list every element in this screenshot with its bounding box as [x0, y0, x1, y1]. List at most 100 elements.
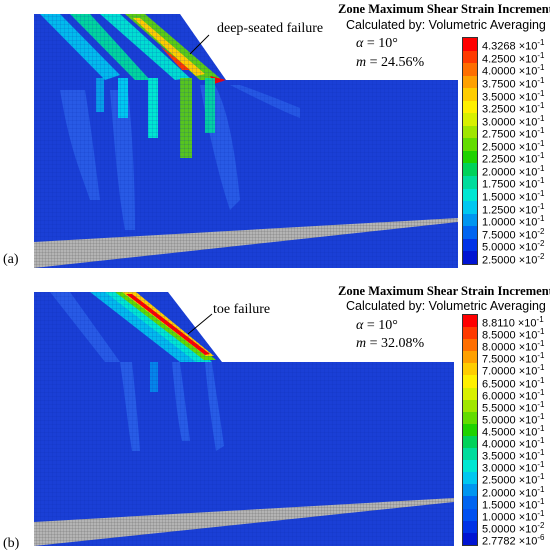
- color-scale-mantissa: 3.0000 ×10: [482, 116, 538, 129]
- color-scale-value: 2.2500 ×10-1: [482, 150, 545, 166]
- color-scale-exponent: -1: [537, 88, 545, 98]
- color-scale-exponent: -1: [537, 126, 545, 136]
- color-scale-exponent: -1: [537, 176, 545, 186]
- color-scale-swatch: [463, 213, 477, 227]
- color-scale-labels-b: 8.8110 ×10-1 8.5000 ×10-1 8.0000 ×10-1 7.50…: [482, 314, 550, 548]
- model-contour-a: [34, 14, 458, 268]
- color-scale-mantissa: 4.0000 ×10: [482, 66, 538, 79]
- color-scale-value: 2.7782 ×10-6: [482, 532, 545, 548]
- color-scale-exponent: -1: [537, 460, 545, 470]
- color-scale-swatch: [463, 50, 477, 64]
- color-scale-mantissa: 4.3268 ×10: [482, 40, 538, 53]
- color-scale-mantissa: 2.5000 ×10: [482, 254, 538, 267]
- color-scale-value: 7.0000 ×10-1: [482, 362, 545, 378]
- color-scale-value: 6.5000 ×10-1: [482, 375, 545, 391]
- color-scale-exponent: -1: [537, 38, 545, 48]
- color-scale-mantissa: 7.5000 ×10: [482, 354, 538, 367]
- color-scale-swatch: [463, 238, 477, 252]
- color-scale-mantissa: 2.5000 ×10: [482, 141, 538, 154]
- color-scale-value: 3.0000 ×10-1: [482, 459, 545, 475]
- color-scale-swatch: [463, 339, 477, 352]
- color-scale-swatch: [463, 226, 477, 239]
- color-scale-value: 1.5000 ×10-1: [482, 188, 545, 204]
- color-scale-value: 2.5000 ×10-2: [482, 251, 545, 267]
- color-scale-exponent: -1: [537, 363, 545, 373]
- color-scale-mantissa: 1.7500 ×10: [482, 179, 538, 192]
- color-scale-value: 7.5000 ×10-2: [482, 226, 545, 242]
- color-scale-value: 6.0000 ×10-1: [482, 387, 545, 403]
- alpha-param-b: α = 10°: [356, 318, 398, 333]
- model-contour-b: [34, 292, 454, 546]
- color-scale-swatch: [463, 508, 477, 521]
- color-scale-swatch: [463, 75, 477, 89]
- color-scale-value: 5.0000 ×10-2: [482, 238, 545, 254]
- m-param-a: m = 24.56%: [356, 55, 425, 70]
- legend-subtitle-a: Calculated by: Volumetric Averaging: [346, 18, 546, 32]
- color-scale-bar-b: [462, 314, 478, 546]
- color-scale-mantissa: 7.0000 ×10: [482, 366, 538, 379]
- failure-annotation-a: deep-seated failure: [217, 21, 324, 36]
- color-scale-value: 3.5000 ×10-1: [482, 447, 545, 463]
- color-scale-value: 8.8110 ×10-1: [482, 314, 544, 330]
- color-scale-exponent: -1: [537, 214, 545, 224]
- color-scale-exponent: -1: [537, 327, 545, 337]
- alpha-param-a: α = 10°: [356, 36, 398, 51]
- color-scale-exponent: -1: [537, 339, 545, 349]
- color-scale-value: 4.3268 ×10-1: [482, 37, 545, 53]
- color-scale-value: 5.0000 ×10-1: [482, 411, 545, 427]
- color-scale-value: 1.0000 ×10-1: [482, 508, 545, 524]
- color-scale-swatch: [463, 315, 477, 328]
- color-scale-value: 2.7500 ×10-1: [482, 125, 545, 141]
- color-scale-exponent: -1: [537, 387, 545, 397]
- color-scale-swatch: [463, 113, 477, 126]
- color-scale-swatch: [463, 327, 477, 340]
- color-scale-exponent: -1: [537, 448, 545, 458]
- color-scale-mantissa: 2.7500 ×10: [482, 128, 538, 141]
- panel-b: toe failure Zone Maximum Shear Strain In…: [0, 276, 550, 553]
- color-scale-mantissa: 4.0000 ×10: [482, 438, 538, 451]
- color-scale-value: 3.2500 ×10-1: [482, 100, 545, 116]
- color-scale-exponent: -6: [537, 532, 545, 542]
- color-scale-mantissa: 7.5000 ×10: [482, 229, 538, 242]
- color-scale-swatch: [463, 125, 477, 139]
- legend-title-b: Zone Maximum Shear Strain Increment: [338, 284, 550, 298]
- color-scale-value: 5.5000 ×10-1: [482, 399, 545, 415]
- color-scale-value: 4.0000 ×10-1: [482, 62, 545, 78]
- mesh-grid-b: [34, 292, 454, 546]
- color-scale-mantissa: 3.5000 ×10: [482, 91, 538, 104]
- color-scale-exponent: -1: [537, 75, 545, 85]
- color-scale-mantissa: 2.2500 ×10: [482, 153, 538, 166]
- color-scale-exponent: -1: [537, 163, 545, 173]
- color-scale-swatch: [463, 351, 477, 364]
- mesh-grid-a: [34, 14, 458, 268]
- color-scale-swatch: [463, 411, 477, 424]
- color-scale-swatch: [463, 448, 477, 461]
- failure-annotation-b: toe failure: [213, 302, 271, 317]
- color-scale-exponent: -1: [536, 315, 544, 325]
- color-scale-exponent: -2: [537, 251, 545, 261]
- color-scale-value: 1.5000 ×10-1: [482, 496, 545, 512]
- color-scale-swatch: [463, 100, 477, 114]
- color-scale-swatch: [463, 176, 477, 189]
- color-scale-value: 8.5000 ×10-1: [482, 326, 545, 342]
- color-scale-mantissa: 6.0000 ×10: [482, 390, 538, 403]
- color-scale-mantissa: 6.5000 ×10: [482, 378, 538, 391]
- m-param-b: m = 32.08%: [356, 336, 425, 351]
- color-scale-exponent: -1: [537, 138, 545, 148]
- color-scale-exponent: -1: [537, 63, 545, 73]
- color-scale-value: 4.5000 ×10-1: [482, 423, 545, 439]
- color-scale-exponent: -1: [537, 375, 545, 385]
- color-scale-swatch: [463, 375, 477, 388]
- color-scale-mantissa: 1.2500 ×10: [482, 204, 538, 217]
- color-scale-swatch: [463, 150, 477, 164]
- color-scale-mantissa: 5.0000 ×10: [482, 523, 538, 536]
- color-scale-exponent: -1: [537, 188, 545, 198]
- color-scale-exponent: -1: [537, 351, 545, 361]
- color-scale-mantissa: 4.5000 ×10: [482, 426, 538, 439]
- color-scale-mantissa: 2.0000 ×10: [482, 487, 538, 500]
- color-scale-swatch: [463, 138, 477, 151]
- color-scale-exponent: -1: [537, 101, 545, 111]
- color-scale-exponent: -1: [537, 201, 545, 211]
- panel-label-a: (a): [3, 252, 19, 267]
- bedrock-a: [34, 218, 458, 268]
